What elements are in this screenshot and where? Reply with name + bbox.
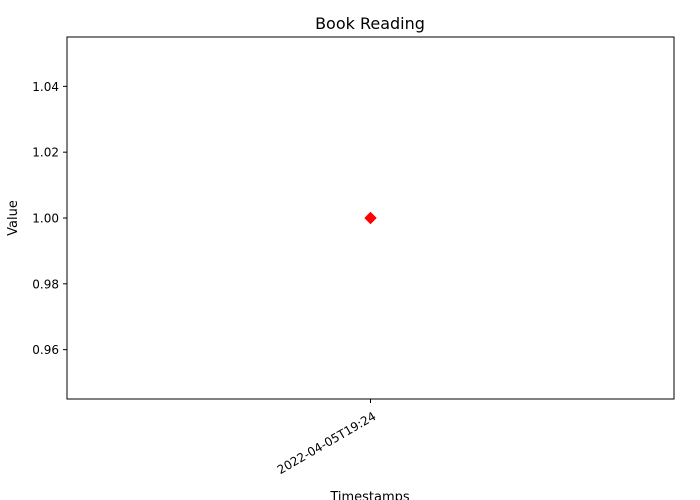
data-series [364, 211, 377, 225]
y-tick-label: 0.98 [32, 277, 59, 291]
y-tick-label: 1.02 [32, 146, 59, 160]
x-axis-label: Timestamps [329, 490, 410, 500]
y-tick-label: 1.00 [32, 212, 59, 226]
chart-title: Book Reading [315, 14, 425, 33]
y-axis: 0.96 0.98 1.00 1.02 1.04 [32, 80, 67, 357]
y-axis-label: Value [6, 200, 21, 236]
y-tick-label: 0.96 [32, 343, 59, 357]
data-point [364, 211, 377, 225]
y-tick-label: 1.04 [32, 80, 59, 94]
x-tick-label: 2022-04-05T19:24 [275, 409, 379, 477]
x-axis: 2022-04-05T19:24 [275, 399, 379, 477]
